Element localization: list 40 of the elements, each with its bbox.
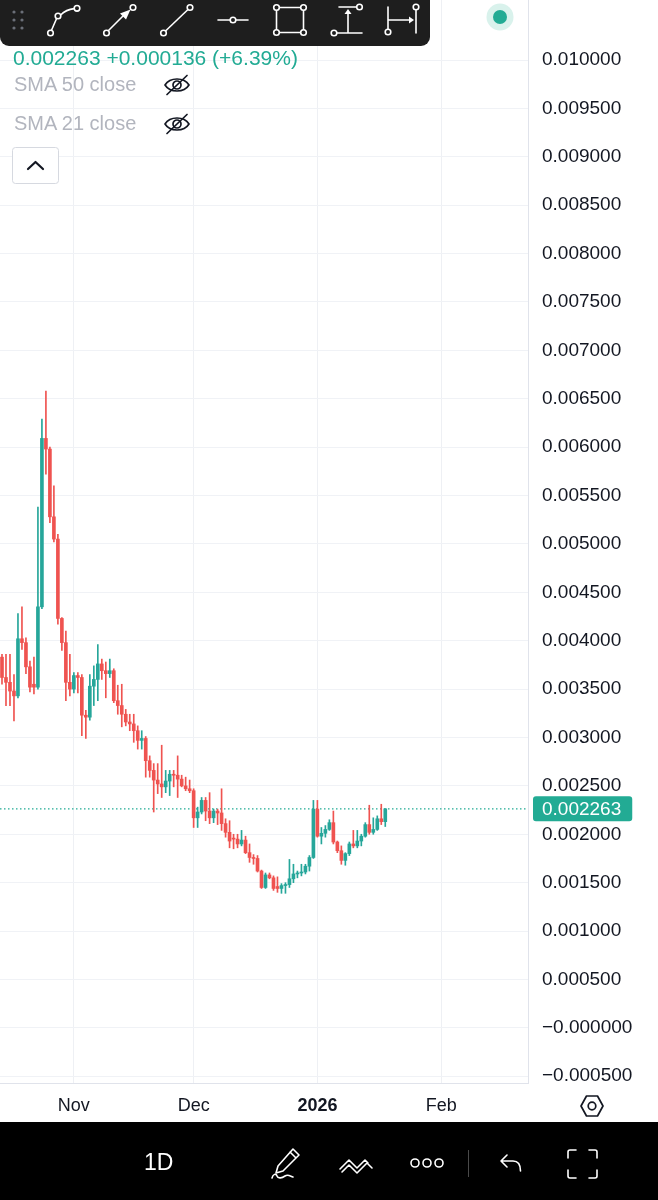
y-tick-label: 0.003500 [542,677,622,699]
text: 1D [144,1149,174,1176]
x-tick-label: Feb [425,1094,457,1115]
x-tick-label: 2026 [297,1094,338,1115]
y-tick-label: 0.006500 [542,386,622,408]
annotation: 0.002263 +0.000136 (+6.39%) [13,46,298,71]
y-tick-label: 0.007500 [542,290,622,312]
candlestick [119,683,124,728]
y-tick-label: 0.008000 [542,241,622,263]
candlestick [107,658,112,678]
annotation: SMA 50 close [14,73,137,96]
y-tick-label: 0.002500 [542,774,622,796]
candlestick [4,653,8,706]
x-tick-label: Nov [57,1094,90,1115]
y-tick-label: 0.005000 [542,532,622,554]
y-tick-label: 0.004000 [542,628,622,650]
y-tick-label: −0.000000 [542,1016,633,1038]
annotation: SMA 21 close [14,112,137,135]
y-tick-label: 0.009000 [542,145,622,167]
y-tick-label: 0.001500 [542,870,622,892]
candlestick [32,656,36,695]
y-tick-label: 0.010000 [542,48,622,70]
y-tick-label: 0.008500 [542,193,622,215]
y-tick-label: 0.004500 [542,580,622,602]
candlestick [103,661,108,699]
y-tick-label: 0.001000 [542,919,622,941]
ref-line-label: 0.002263 [542,798,622,820]
y-tick-label: 0.002000 [542,822,622,844]
candlestick [371,817,376,835]
y-tick-label: 0.000500 [542,967,622,989]
candlestick [139,730,144,750]
candlestick [159,744,164,798]
y-tick-label: −0.000500 [542,1064,633,1086]
candlestick [379,803,384,825]
x-tick-label: Dec [177,1094,210,1115]
y-tick-label: 0.005500 [542,483,622,505]
y-tick-label: 0.006000 [542,435,622,457]
y-tick-label: 0.009500 [542,96,622,118]
y-tick-label: 0.003000 [542,725,622,747]
y-tick-label: 0.007000 [542,338,622,360]
